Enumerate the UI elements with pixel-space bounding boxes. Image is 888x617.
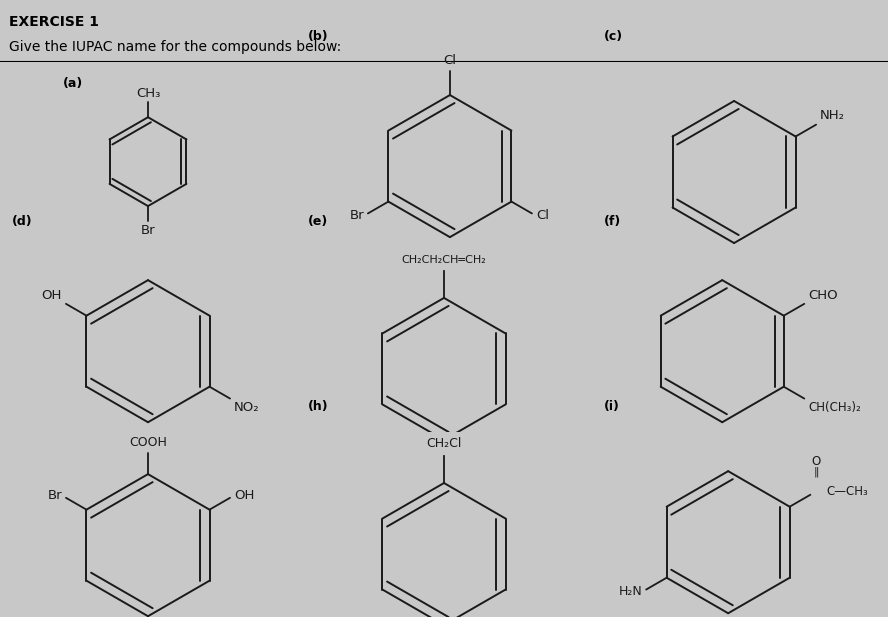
Text: Give the IUPAC name for the compounds below:: Give the IUPAC name for the compounds be…	[9, 40, 341, 54]
Text: (a): (a)	[63, 77, 83, 89]
Text: (c): (c)	[604, 30, 623, 43]
Text: (i): (i)	[604, 400, 620, 413]
Text: CH₃: CH₃	[136, 86, 160, 99]
Text: (f): (f)	[604, 215, 621, 228]
Text: H₂N: H₂N	[619, 586, 642, 598]
Text: Br: Br	[47, 489, 62, 502]
Text: CHO: CHO	[808, 289, 837, 302]
Text: Br: Br	[349, 209, 364, 222]
Text: O: O	[812, 455, 821, 468]
Text: Br: Br	[140, 223, 155, 237]
Text: (b): (b)	[308, 30, 329, 43]
Text: ‖: ‖	[813, 466, 819, 477]
Text: CH(CH₃)₂: CH(CH₃)₂	[808, 401, 860, 414]
Text: NO₂: NO₂	[234, 401, 259, 414]
Text: CH₂Cl: CH₂Cl	[426, 437, 462, 450]
Text: (e): (e)	[308, 215, 328, 228]
Text: NH₂: NH₂	[820, 109, 845, 122]
Text: Cl: Cl	[443, 54, 456, 67]
Text: CH₂CH₂CH═CH₂: CH₂CH₂CH═CH₂	[401, 255, 487, 265]
Text: (d): (d)	[12, 215, 33, 228]
Text: EXERCISE 1: EXERCISE 1	[9, 15, 99, 30]
Text: (h): (h)	[308, 400, 329, 413]
Text: COOH: COOH	[129, 436, 167, 449]
Text: Cl: Cl	[535, 209, 549, 222]
Text: OH: OH	[42, 289, 62, 302]
Text: OH: OH	[234, 489, 254, 502]
Text: C—CH₃: C—CH₃	[827, 486, 868, 499]
